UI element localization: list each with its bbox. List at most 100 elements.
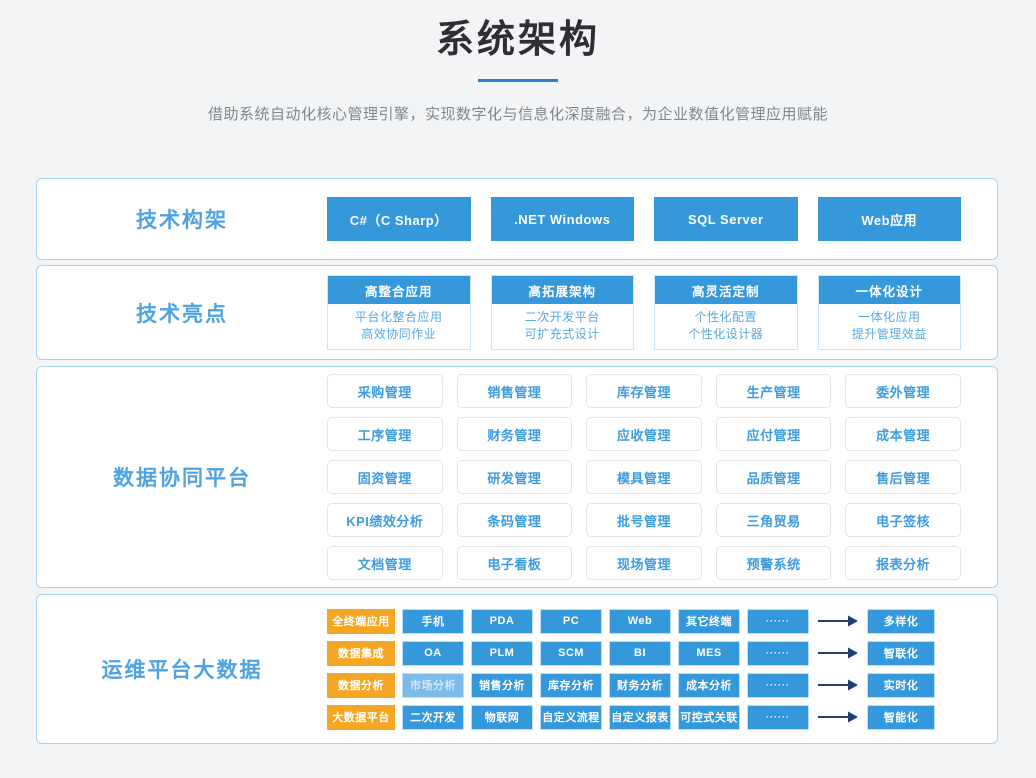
big-data-outcome[interactable]: 智能化 [867,704,935,730]
big-data-item[interactable]: 成本分析 [678,672,740,698]
data-platform-module-chip[interactable]: 电子看板 [456,546,573,580]
arrow-right-icon [816,710,860,724]
arrow-right-icon [818,647,858,659]
highlight-card[interactable]: 一体化设计一体化应用提升管理效益 [817,275,961,350]
big-data-item[interactable]: 库存分析 [540,672,602,698]
tech-stack-chip[interactable]: .NET Windows [490,197,634,241]
big-data-item[interactable]: 二次开发 [402,704,464,730]
data-platform-module-chip[interactable]: 文档管理 [327,546,443,580]
big-data-ellipsis: ······ [747,672,809,698]
data-platform-module-chip[interactable]: 财务管理 [456,417,573,451]
big-data-item[interactable]: 销售分析 [471,672,533,698]
tech-stack-chip[interactable]: C#（C Sharp） [327,197,471,241]
highlight-card-title: 高拓展架构 [491,276,633,304]
big-data-item[interactable]: 自定义流程 [540,704,602,730]
big-data-item[interactable]: BI [609,640,671,666]
data-platform-module-chip[interactable]: 委外管理 [845,374,961,408]
big-data-item[interactable]: 自定义报表 [609,704,671,730]
big-data-row-label[interactable]: 数据分析 [327,672,395,698]
big-data-item[interactable]: PLM [471,640,533,666]
highlight-card[interactable]: 高整合应用 平台化整合应用 高效协同作业 [327,275,471,350]
big-data-row-label[interactable]: 大数据平台 [327,704,395,730]
data-platform-module-chip[interactable]: 固资管理 [327,460,443,494]
section-tech-highlights: 技术亮点 高整合应用 平台化整合应用 高效协同作业 高拓展架构 二次开发平台 可扩充式设计… [36,265,998,360]
arrow-right-icon [818,615,858,627]
arrow-right-icon [816,646,860,660]
big-data-row-label[interactable]: 全终端应用 [327,608,395,634]
big-data-item[interactable]: PDA [471,608,533,634]
data-platform-module-chip[interactable]: 报表分析 [845,546,961,580]
data-platform-module-chip[interactable]: 条码管理 [456,503,573,537]
big-data-item[interactable]: 市场分析 [402,672,464,698]
big-data-row: 数据分析 市场分析 销售分析 库存分析 财务分析 成本分析 ······ 实时化 [327,672,961,698]
data-platform-module-chip[interactable]: 售后管理 [845,460,961,494]
big-data-item[interactable]: 物联网 [471,704,533,730]
big-data-item[interactable]: SCM [540,640,602,666]
highlight-card-line: 可扩充式设计 [524,327,600,341]
data-platform-module-chip[interactable]: 成本管理 [845,417,961,451]
data-platform-modules: 采购管理 销售管理 库存管理 生产管理 委外管理工序管理 财务管理 应收管理 应付管理 成本管理… [327,374,997,580]
title-underline-rule [478,79,558,82]
big-data-row: 大数据平台 二次开发 物联网 自定义流程 自定义报表 可控式关联 ······ 智能化 [327,704,961,730]
data-platform-module-chip[interactable]: 电子签核 [845,503,961,537]
highlight-card-line: 一体化应用 [857,310,921,324]
data-platform-module-chip[interactable]: 应收管理 [586,417,702,451]
page-title: 系统架构 [435,19,600,61]
highlight-card-line: 个性化设计器 [688,327,764,341]
big-data-row-label[interactable]: 数据集成 [327,640,395,666]
big-data-item[interactable]: PC [540,608,602,634]
tech-stack-chip[interactable]: Web应用 [817,197,961,241]
highlight-card-line: 提升管理效益 [851,327,927,341]
data-platform-module-chip[interactable]: 预警系统 [715,546,832,580]
section-big-data: 运维平台大数据 全终端应用 手机 PDA PC Web 其它终端 ······ 多样化数据集成… [36,594,998,744]
highlight-card-body: 平台化整合应用 高效协同作业 [328,304,470,349]
highlight-card-body: 二次开发平台 可扩充式设计 [492,304,634,349]
highlight-card-title: 一体化设计 [818,276,960,304]
data-platform-module-chip[interactable]: 三角贸易 [715,503,832,537]
big-data-outcome[interactable]: 实时化 [867,672,935,698]
data-platform-module-chip[interactable]: 模具管理 [586,460,702,494]
highlight-card[interactable]: 高拓展架构 二次开发平台 可扩充式设计 [490,275,634,350]
big-data-ellipsis: ······ [747,704,809,730]
big-data-matrix: 全终端应用 手机 PDA PC Web 其它终端 ······ 多样化数据集成 OA PLM SCM… [327,608,997,730]
big-data-item[interactable]: 手机 [402,608,464,634]
highlight-card[interactable]: 高灵活定制 个性化配置 个性化设计器 [654,275,798,350]
big-data-outcome[interactable]: 智联化 [867,640,935,666]
big-data-item[interactable]: 可控式关联 [678,704,740,730]
arrow-right-icon [818,711,858,723]
highlight-card-line: 平台化整合应用 [354,310,443,324]
data-platform-module-chip[interactable]: 研发管理 [456,460,573,494]
big-data-row: 数据集成 OA PLM SCM BI MES ······ 智联化 [327,640,961,666]
data-platform-module-chip[interactable]: 工序管理 [327,417,443,451]
data-platform-module-chip[interactable]: 销售管理 [456,374,573,408]
highlight-card-body: 个性化配置 个性化设计器 [655,304,797,349]
data-platform-module-chip[interactable]: 库存管理 [586,374,702,408]
big-data-item[interactable]: Web [609,608,671,634]
data-platform-module-chip[interactable]: KPI绩效分析 [327,503,443,537]
arrow-right-icon [816,614,860,628]
tech-stack-items: C#（C Sharp） .NET Windows SQL Server Web应用 [327,197,997,241]
highlight-card-line: 二次开发平台 [524,310,600,324]
data-platform-module-chip[interactable]: 现场管理 [586,546,702,580]
big-data-outcome[interactable]: 多样化 [867,608,935,634]
data-platform-module-chip[interactable]: 批号管理 [586,503,702,537]
section-label-big-data: 运维平台大数据 [101,659,263,682]
section-label-data-platform: 数据协同平台 [113,467,251,490]
section-label-tech-highlights: 技术亮点 [136,302,228,326]
big-data-item[interactable]: OA [402,640,464,666]
data-platform-module-chip[interactable]: 采购管理 [327,374,443,408]
data-platform-module-chip[interactable]: 生产管理 [715,374,832,408]
page-header: 系统架构 借助系统自动化核心管理引擎，实现数字化与信息化深度融合，为企业数值化管… [0,0,1036,126]
data-platform-module-chip[interactable]: 品质管理 [715,460,832,494]
big-data-item[interactable]: MES [678,640,740,666]
tech-highlight-cards: 高整合应用 平台化整合应用 高效协同作业 高拓展架构 二次开发平台 可扩充式设计 高灵活定制… [327,275,997,350]
data-platform-module-chip[interactable]: 应付管理 [715,417,832,451]
big-data-item[interactable]: 其它终端 [678,608,740,634]
big-data-ellipsis: ······ [747,608,809,634]
page-subtitle: 借助系统自动化核心管理引擎，实现数字化与信息化深度融合，为企业数值化管理应用赋能 [207,106,828,123]
tech-stack-chip[interactable]: SQL Server [654,197,798,241]
arrow-right-icon [816,678,860,692]
big-data-item[interactable]: 财务分析 [609,672,671,698]
section-tech-stack: 技术构架 C#（C Sharp） .NET Windows SQL Server We… [36,178,998,260]
